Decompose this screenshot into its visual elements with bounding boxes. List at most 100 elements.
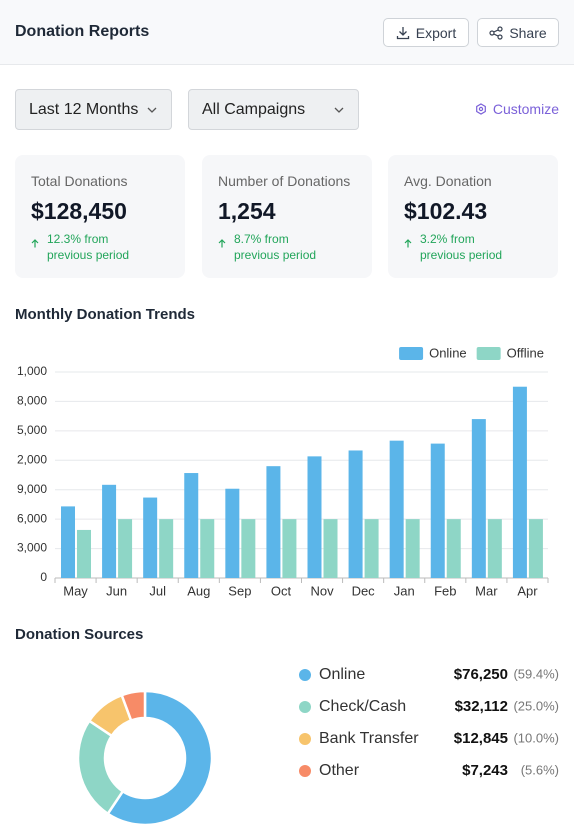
donut-slice (106, 689, 214, 827)
x-tick-label: Aug (187, 583, 210, 598)
bar (487, 519, 502, 578)
y-tick-label: 6,000 (17, 511, 47, 525)
legend-dot (299, 701, 311, 713)
y-tick-label: 9,000 (17, 482, 47, 496)
bar (389, 440, 404, 578)
legend-amount: $7,243 (462, 762, 508, 779)
x-tick-label: Apr (517, 583, 538, 598)
legend-label: Online (429, 345, 467, 360)
x-tick-label: Jul (149, 583, 166, 598)
legend-label: Other (319, 762, 360, 779)
donut-slice (120, 689, 147, 723)
y-tick-label: 0 (40, 570, 47, 584)
x-tick-label: Dec (352, 583, 376, 598)
legend-swatch (476, 347, 501, 360)
bar (528, 519, 543, 578)
stat-change: 8.7% from previous period (234, 232, 317, 262)
y-tick-label: 5,000 (17, 423, 47, 437)
bar (364, 519, 379, 578)
chart-title: Donation Sources (15, 626, 143, 643)
legend-label: Online (319, 666, 365, 683)
x-tick-label: Oct (271, 583, 292, 598)
legend-percent: (10.0%) (513, 730, 559, 745)
x-tick-label: Mar (475, 583, 498, 598)
legend-dot (299, 733, 311, 745)
stat-value: $128,450 (31, 198, 127, 224)
customize-label: Customize (492, 101, 559, 117)
bar (405, 519, 420, 578)
bar (282, 519, 297, 578)
x-tick-label: Jun (106, 583, 127, 598)
bar (430, 443, 445, 578)
up-arrow (218, 239, 226, 248)
bar (102, 484, 117, 578)
stat-label: Avg. Donation (404, 173, 492, 189)
legend-amount: $12,845 (454, 730, 508, 747)
bar (446, 519, 461, 578)
bar (159, 519, 174, 578)
bar (77, 529, 91, 578)
page-title: Donation Reports (15, 23, 150, 40)
chevron (334, 107, 344, 113)
donut-slice (76, 719, 125, 816)
legend-amount: $76,250 (454, 666, 508, 683)
y-tick-label: 8,000 (17, 394, 47, 408)
bar (241, 519, 256, 578)
y-tick-label: 2,000 (17, 452, 47, 466)
share-button[interactable]: Share (477, 18, 559, 47)
x-tick-label: Nov (310, 583, 334, 598)
up-arrow (404, 239, 412, 248)
bar (323, 519, 338, 578)
legend-label: Bank Transfer (319, 730, 419, 747)
customize-icon (475, 103, 486, 115)
export-button[interactable]: Export (383, 18, 469, 47)
legend-label: Offline (507, 345, 544, 360)
legend-percent: (5.6%) (521, 762, 559, 777)
y-tick-label: 3,000 (17, 541, 47, 555)
stat-card: Total Donations $128,450 12.3% from previo… (15, 155, 185, 278)
bar (143, 497, 158, 578)
legend-dot (299, 669, 311, 681)
share-label: Share (509, 24, 547, 41)
campaign-label: All Campaigns (202, 100, 306, 118)
x-tick-label: May (63, 583, 88, 598)
chevron (147, 107, 157, 113)
bar (348, 450, 363, 578)
legend-percent: (59.4%) (513, 666, 559, 681)
export-label: Export (415, 24, 457, 41)
stat-change: 3.2% from previous period (420, 232, 503, 262)
bar (225, 488, 240, 578)
stat-card: Number of Donations 1,254 8.7% from previo… (202, 155, 372, 278)
share-icon (489, 25, 503, 40)
export-icon (396, 26, 409, 39)
period-label: Last 12 Months (29, 100, 139, 118)
customize-link[interactable]: Customize (475, 101, 559, 117)
period-select[interactable]: Last 12 Months (15, 89, 172, 130)
y-tick-label: 1,000 (17, 364, 47, 378)
up-arrow (31, 239, 39, 248)
stat-card: Avg. Donation $102.43 3.2% from previous p… (388, 155, 558, 278)
chart-title: Monthly Donation Trends (15, 306, 195, 323)
bar (471, 419, 486, 578)
bar (307, 456, 322, 578)
stat-value: $102.43 (404, 198, 488, 224)
legend-percent: (25.0%) (513, 698, 559, 713)
bar (61, 506, 75, 578)
x-tick-label: Sep (228, 583, 251, 598)
legend-swatch (399, 347, 424, 360)
bar (118, 519, 133, 578)
stat-label: Total Donations (31, 173, 128, 189)
stat-label: Number of Donations (218, 173, 351, 189)
x-tick-label: Feb (434, 583, 456, 598)
campaign-select[interactable]: All Campaigns (188, 89, 359, 130)
bar (200, 519, 215, 578)
bar (184, 473, 199, 578)
x-tick-label: Jan (394, 583, 415, 598)
legend-label: Check/Cash (319, 698, 406, 715)
bar (266, 466, 281, 578)
bar (512, 386, 527, 578)
legend-amount: $32,112 (455, 698, 508, 715)
stat-value: 1,254 (218, 198, 276, 224)
